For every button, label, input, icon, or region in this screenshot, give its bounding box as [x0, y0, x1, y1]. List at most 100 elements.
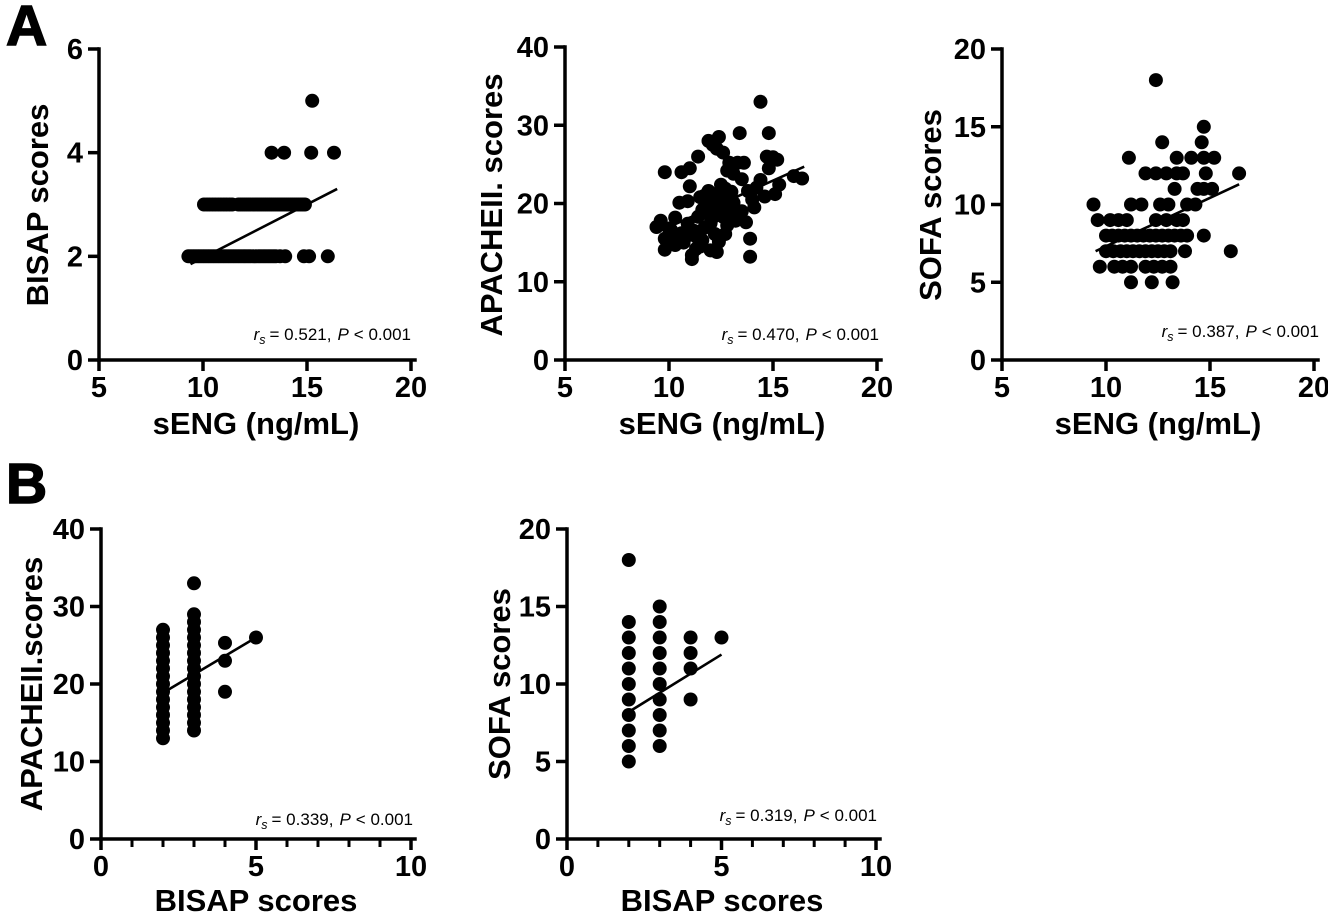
data-point [697, 220, 712, 235]
data-point [1198, 166, 1213, 181]
annotation-part: s [259, 333, 265, 347]
data-point [657, 165, 672, 180]
data-point [1180, 228, 1195, 243]
trend-line [628, 653, 723, 714]
y-axis-title: APACHEII. scores [474, 73, 509, 336]
data-point [768, 187, 783, 202]
annotation-part: P [339, 810, 351, 829]
y-tick-label: 5 [535, 747, 551, 779]
data-point [1119, 213, 1134, 228]
annotation-part: = 0.339, [272, 810, 334, 829]
y-tick-label: 2 [67, 241, 83, 273]
data-point [684, 252, 699, 267]
annotation-part: r [1162, 322, 1169, 341]
y-tick-label: 5 [970, 267, 986, 299]
x-tick-label: 0 [559, 851, 575, 883]
data-point [709, 245, 724, 259]
data-point [621, 615, 636, 629]
data-point [156, 622, 170, 637]
data-point [1124, 259, 1138, 274]
y-axis-title: BISAP scores [20, 104, 55, 307]
y-tick-label: 20 [519, 514, 551, 546]
data-point [187, 607, 201, 622]
data-point [743, 249, 758, 264]
y-tick-label: 10 [517, 267, 549, 299]
annotation-part: < 0.001 [356, 810, 413, 829]
data-point [1194, 135, 1209, 150]
y-tick-label: 30 [517, 110, 549, 142]
x-tick-label: 15 [757, 372, 789, 404]
panel-label-a: A [5, 0, 48, 58]
correlation-annotation: rs = 0.387, P < 0.001 [1162, 322, 1319, 344]
scatter-bisap-vs-seng: 5 10 15 20 0 2 4 6 sENG (ng/mL) BISAP scores rs = 0… [20, 34, 427, 441]
annotation-part: r [720, 806, 727, 825]
y-tick-label: 20 [954, 34, 986, 66]
data-point [621, 739, 636, 753]
data-point [1196, 228, 1211, 243]
data-point [1176, 166, 1190, 181]
annotation-part: P [803, 806, 815, 825]
data-point [1196, 150, 1211, 165]
data-point [1165, 275, 1180, 290]
y-axis-title: SOFA scores [913, 109, 948, 301]
annotation-part: < 0.001 [1262, 322, 1319, 341]
x-tick-label: 5 [91, 372, 107, 404]
data-point [1148, 166, 1163, 181]
annotation-part: = 0.470, [738, 325, 800, 344]
panel-label-b: B [5, 452, 48, 516]
data-point [652, 661, 667, 676]
x-tick-label: 5 [713, 851, 729, 883]
data-point [218, 635, 232, 650]
data-point [726, 166, 741, 181]
x-tick-label: 15 [291, 372, 323, 404]
data-point [668, 210, 683, 225]
y-tick-label: 10 [53, 747, 85, 779]
data-point [652, 723, 667, 738]
data-point [683, 646, 698, 660]
y-tick-label: 40 [517, 32, 549, 64]
data-point [304, 145, 319, 160]
x-tick-label: 10 [1090, 372, 1122, 404]
annotation-part: < 0.001 [822, 325, 879, 344]
data-point [761, 161, 776, 176]
data-point [739, 215, 753, 230]
data-point [683, 692, 698, 707]
x-tick-label: 5 [994, 372, 1010, 404]
y-tick-label: 0 [69, 824, 85, 856]
data-point [652, 615, 667, 629]
data-point [652, 739, 667, 753]
data-point [1155, 135, 1170, 150]
data-point [716, 145, 731, 160]
data-point [264, 145, 279, 160]
data-point [743, 231, 758, 246]
y-tick-label: 6 [67, 34, 83, 66]
x-tick-label: 15 [1194, 372, 1226, 404]
trend-line [655, 165, 805, 234]
x-axis-title: sENG (ng/mL) [619, 406, 826, 441]
y-tick-label: 15 [519, 592, 551, 624]
data-point [621, 723, 636, 738]
x-tick-label: 10 [187, 372, 219, 404]
data-point [683, 630, 698, 645]
annotation-part: < 0.001 [820, 806, 877, 825]
annotation-part: s [1167, 330, 1173, 344]
annotation-part: = 0.319, [736, 806, 798, 825]
data-point [1223, 244, 1238, 259]
data-point [691, 149, 706, 164]
data-point [621, 661, 636, 676]
data-point [621, 708, 636, 722]
data-point [714, 630, 729, 645]
data-point [621, 553, 636, 567]
data-point [621, 677, 636, 691]
data-point [682, 179, 697, 194]
data-point [327, 145, 341, 160]
scatter-apacheii-vs-seng: 5 10 15 20 0 10 20 30 40 sENG (ng/mL) APACHEII. sc… [474, 32, 893, 441]
data-point [1207, 150, 1222, 165]
annotation-part: r [254, 325, 261, 344]
x-tick-label: 0 [93, 851, 109, 883]
x-tick-label: 20 [395, 372, 427, 404]
scatter-apacheii-vs-bisap: 0 5 10 0 10 20 30 40 BISAP scores APACHEII.scores… [14, 514, 427, 918]
data-point [736, 155, 751, 170]
trend-line [1095, 183, 1240, 253]
